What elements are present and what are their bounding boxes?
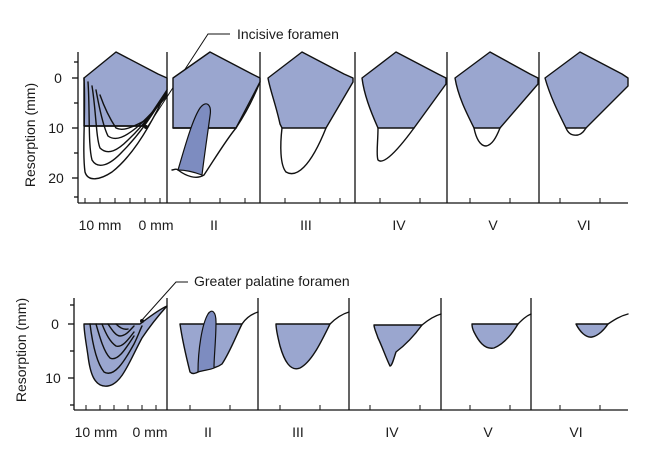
bottom-y-axis-label: Resorption (mm) <box>13 298 29 402</box>
top-stage-ii-ridge <box>171 51 261 178</box>
top-stage-iv-ridge <box>361 51 447 162</box>
top-panel: Resorption (mm) 0 10 20 <box>22 26 629 233</box>
top-scale-10mm: 10 mm <box>79 217 122 233</box>
bottom-x-ticks <box>85 405 601 410</box>
bottom-stage-iii-ridge <box>275 311 350 370</box>
bottom-stage-vi-ridge <box>575 313 629 338</box>
bottom-scale-10mm: 10 mm <box>75 424 118 440</box>
top-column-dividers <box>166 52 540 203</box>
top-y-tick-0: 0 <box>54 70 62 86</box>
top-stage-vi-ridge <box>544 51 629 136</box>
bottom-stage-i-overlay <box>83 305 168 387</box>
top-stage-label-vi: VI <box>577 217 590 233</box>
bottom-stage-label-iv: IV <box>385 424 399 440</box>
incisive-foramen-callout: Incisive foramen <box>237 26 339 42</box>
top-y-tick-10: 10 <box>48 120 64 136</box>
top-stage-label-ii: II <box>210 217 218 233</box>
top-stage-iii-ridge <box>267 51 354 175</box>
top-x-ticks <box>84 198 601 203</box>
greater-palatine-foramen-callout: Greater palatine foramen <box>194 273 350 289</box>
top-stage-v-ridge <box>454 51 539 147</box>
top-y-axis-label: Resorption (mm) <box>22 83 38 187</box>
top-stage-label-v: V <box>488 217 498 233</box>
bottom-stage-ii-ridge <box>179 310 259 375</box>
bottom-y-tick-0: 0 <box>51 316 59 332</box>
bottom-stage-v-ridge <box>471 313 532 349</box>
bottom-column-dividers <box>166 298 532 410</box>
bottom-scale-0mm: 0 mm <box>133 424 168 440</box>
top-stage-i-overlay <box>83 51 168 180</box>
greater-palatine-foramen-leader <box>141 281 188 321</box>
bottom-y-ticks <box>68 304 74 406</box>
bottom-stage-label-v: V <box>483 424 493 440</box>
bottom-stage-label-ii: II <box>204 424 212 440</box>
bottom-stage-iv-ridge <box>373 313 442 367</box>
bottom-stage-label-iii: III <box>292 424 304 440</box>
incisive-foramen-leader <box>147 33 230 127</box>
bottom-stage-label-vi: VI <box>569 424 582 440</box>
top-y-ticks <box>72 61 78 198</box>
top-stage-label-iv: IV <box>392 217 406 233</box>
top-stage-label-iii: III <box>300 217 312 233</box>
incisive-foramen-dot <box>144 125 148 129</box>
bottom-y-tick-10: 10 <box>45 370 61 386</box>
top-y-tick-20: 20 <box>48 170 64 186</box>
top-scale-0mm: 0 mm <box>139 217 174 233</box>
bottom-panel: Resorption (mm) 0 10 <box>13 273 629 440</box>
greater-palatine-foramen-dot <box>140 319 144 323</box>
